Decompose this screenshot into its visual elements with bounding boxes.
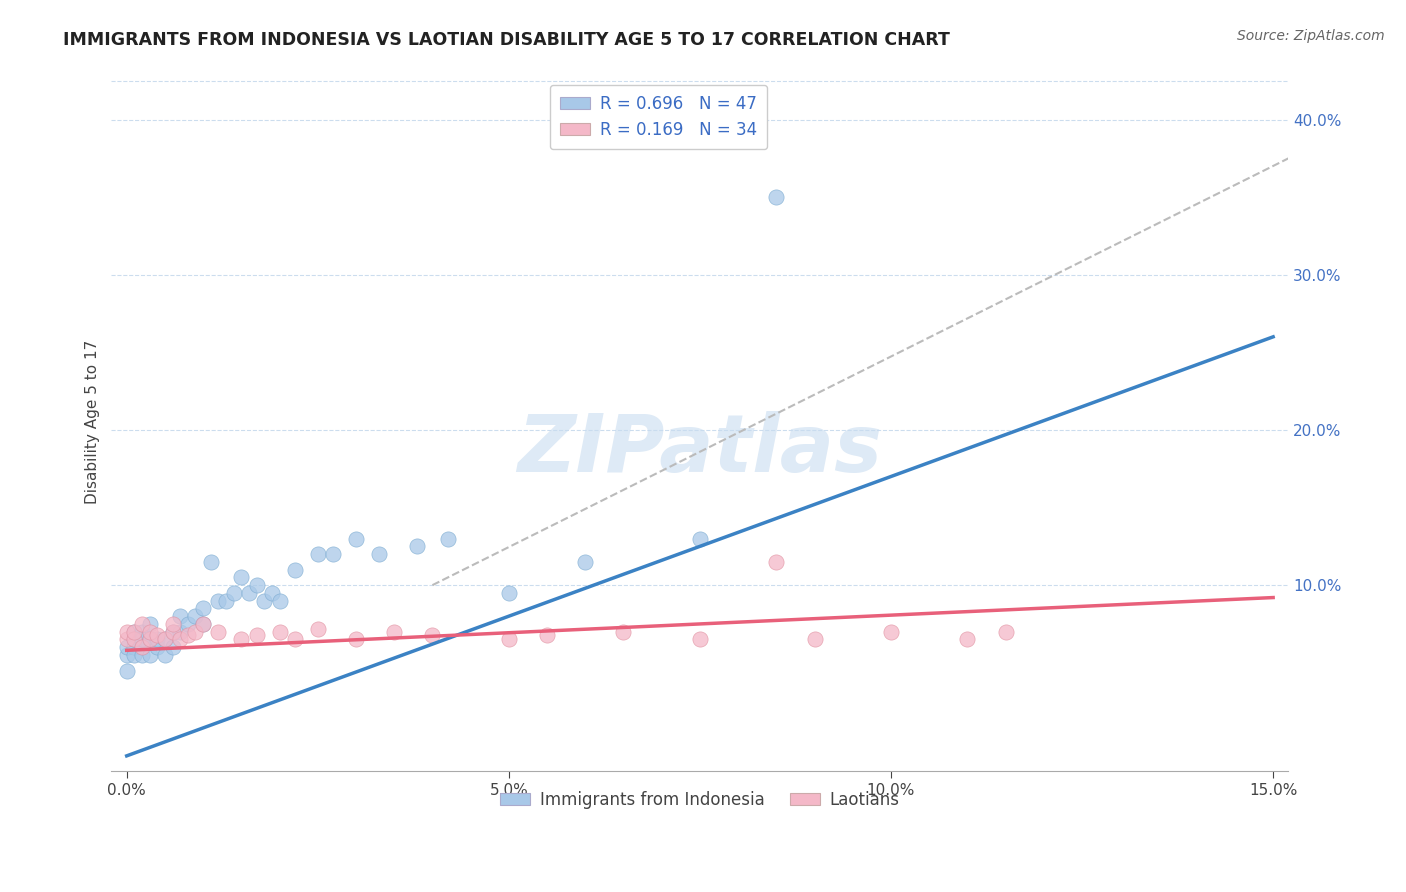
Point [307, 622, 329, 636]
Point [115, 640, 138, 655]
Point [177, 628, 200, 642]
Point [115, 648, 138, 662]
Point [284, 563, 307, 577]
Point [115, 664, 138, 678]
Point [382, 624, 405, 639]
Point [124, 624, 146, 639]
Point [536, 628, 558, 642]
Point [184, 624, 207, 639]
Point [803, 632, 825, 647]
Point [689, 532, 711, 546]
Point [191, 616, 214, 631]
Point [146, 628, 169, 642]
Point [131, 640, 153, 655]
Legend: Immigrants from Indonesia, Laotians: Immigrants from Indonesia, Laotians [494, 784, 907, 815]
Point [238, 586, 260, 600]
Point [162, 640, 184, 655]
Point [162, 624, 184, 639]
Point [191, 616, 214, 631]
Point [207, 624, 229, 639]
Point [574, 555, 596, 569]
Point [498, 632, 520, 647]
Point [131, 640, 153, 655]
Text: IMMIGRANTS FROM INDONESIA VS LAOTIAN DISABILITY AGE 5 TO 17 CORRELATION CHART: IMMIGRANTS FROM INDONESIA VS LAOTIAN DIS… [63, 31, 950, 49]
Point [367, 547, 389, 561]
Point [138, 648, 160, 662]
Point [124, 632, 146, 647]
Point [138, 624, 160, 639]
Point [246, 578, 269, 592]
Point [344, 632, 367, 647]
Point [169, 632, 191, 647]
Point [169, 624, 191, 639]
Y-axis label: Disability Age 5 to 17: Disability Age 5 to 17 [86, 340, 100, 504]
Point [689, 632, 711, 647]
Point [184, 609, 207, 624]
Point [153, 632, 176, 647]
Point [169, 609, 191, 624]
Text: ZIPatlas: ZIPatlas [517, 411, 883, 489]
Point [307, 547, 329, 561]
Point [222, 586, 245, 600]
Point [153, 632, 176, 647]
Point [124, 640, 146, 655]
Point [436, 532, 458, 546]
Point [191, 601, 214, 615]
Point [153, 648, 176, 662]
Point [253, 593, 276, 607]
Point [498, 586, 520, 600]
Point [344, 532, 367, 546]
Point [146, 632, 169, 647]
Point [406, 539, 429, 553]
Point [765, 555, 787, 569]
Point [115, 624, 138, 639]
Point [131, 632, 153, 647]
Point [124, 624, 146, 639]
Point [162, 624, 184, 639]
Point [200, 555, 222, 569]
Point [246, 628, 269, 642]
Point [162, 616, 184, 631]
Point [260, 586, 283, 600]
Point [138, 616, 160, 631]
Point [124, 632, 146, 647]
Point [231, 632, 253, 647]
Point [994, 624, 1017, 639]
Point [138, 632, 160, 647]
Point [269, 593, 291, 607]
Point [115, 632, 138, 647]
Text: Source: ZipAtlas.com: Source: ZipAtlas.com [1237, 29, 1385, 43]
Point [207, 593, 229, 607]
Point [138, 632, 160, 647]
Point [269, 624, 291, 639]
Point [146, 640, 169, 655]
Point [131, 624, 153, 639]
Point [422, 628, 444, 642]
Point [131, 648, 153, 662]
Point [177, 616, 200, 631]
Point [765, 190, 787, 204]
Point [612, 624, 634, 639]
Point [131, 616, 153, 631]
Point [215, 593, 238, 607]
Point [231, 570, 253, 584]
Point [322, 547, 344, 561]
Point [124, 648, 146, 662]
Point [284, 632, 307, 647]
Point [956, 632, 979, 647]
Point [880, 624, 903, 639]
